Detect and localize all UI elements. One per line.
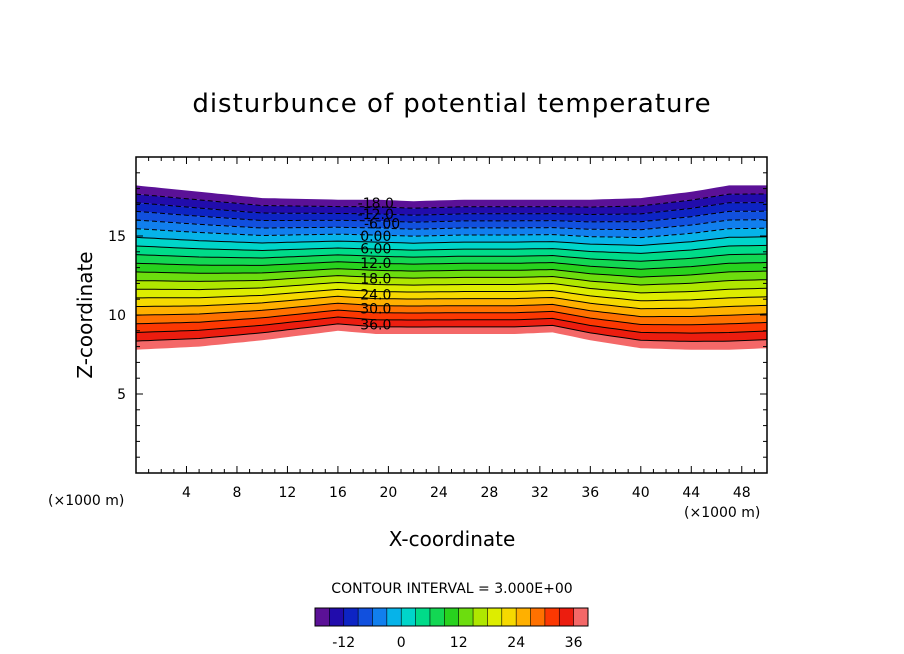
colorbar-swatch (315, 608, 330, 626)
colorbar-swatch (343, 608, 359, 626)
colorbar-swatch (473, 608, 488, 626)
y-axis-label: Z-coordinate (73, 251, 97, 378)
contour-line (136, 295, 768, 310)
colorbar-label: 12 (450, 635, 468, 651)
x-tick-label: 28 (480, 485, 498, 501)
contour-band (136, 268, 767, 285)
contour-label: 36.0 (360, 318, 391, 334)
contour-band (136, 289, 767, 309)
colorbar-swatch (530, 608, 546, 626)
contour-line (136, 288, 768, 302)
colorbar-frame (314, 607, 589, 627)
x-axis-unit-left: (×1000 m) (48, 493, 124, 509)
x-tick-label: 24 (430, 485, 448, 501)
contour-line (135, 244, 768, 254)
contour-band (136, 303, 767, 325)
contour-band (136, 194, 767, 216)
colorbar-swatch (573, 608, 589, 626)
colorbar: -12 0 12 24 36 (314, 607, 589, 651)
contour-line-negative (135, 202, 767, 216)
contour-labels: -18.0-12.0-6.000.006.0012.018.024.030.03… (358, 196, 401, 334)
contour-band (136, 261, 767, 278)
colorbar-label: 0 (397, 635, 406, 651)
x-tick-label: 40 (632, 485, 650, 501)
chart-title: disturbunce of potential temperature (192, 89, 711, 119)
colorbar-swatch (444, 608, 459, 626)
contour-label: 18.0 (360, 272, 391, 288)
x-axis-unit-right: (×1000 m) (684, 505, 760, 521)
x-axis-label: X-coordinate (389, 527, 516, 551)
contour-label: 24.0 (360, 288, 391, 304)
contour-line-negative (135, 219, 768, 231)
colorbar-swatch (372, 608, 388, 626)
contour-band (136, 211, 767, 230)
colorbar-swatch (329, 608, 345, 626)
colorbar-swatch (501, 608, 517, 626)
contour-label: -6.00 (364, 216, 400, 232)
x-tick-label: 44 (682, 485, 700, 501)
contour-lines (135, 193, 768, 342)
contour-line (135, 316, 768, 334)
contour-label: -18.0 (358, 196, 394, 212)
colorbar-swatch (386, 608, 402, 626)
contour-line-negative (135, 193, 767, 209)
contour-label: 30.0 (360, 302, 391, 318)
colorbar-label: -12 (332, 635, 355, 651)
colorbar-swatch (544, 608, 560, 626)
colorbar-swatch (415, 608, 431, 626)
x-tick-label: 32 (531, 485, 549, 501)
y-tick-label: 5 (117, 387, 126, 403)
x-tick-label: 8 (232, 485, 241, 501)
x-tick-label: 36 (581, 485, 599, 501)
contour-band (136, 323, 767, 350)
contour-line (135, 236, 768, 247)
contour-band (136, 185, 767, 209)
colorbar-swatch (559, 608, 574, 626)
contour-interval: CONTOUR INTERVAL = 3.000E+00 (331, 581, 572, 597)
contour-label: 0.00 (360, 229, 391, 245)
contour-line (135, 261, 768, 270)
contour-line (135, 323, 768, 342)
contour-line (135, 302, 768, 318)
x-tick-label: 16 (329, 485, 347, 501)
contour-line (135, 309, 768, 326)
x-tick-label: 20 (379, 485, 397, 501)
contour-line (135, 268, 768, 278)
colorbar-swatch (458, 608, 474, 626)
contour-label: 6.00 (360, 242, 391, 258)
colorbar-swatch (429, 608, 445, 626)
colorbar-swatch (516, 608, 531, 626)
colorbar-swatch (487, 608, 503, 626)
y-tick-label: 10 (108, 308, 126, 324)
contour-line (135, 253, 768, 262)
x-tick-label: 12 (279, 485, 297, 501)
contour-band (136, 296, 767, 317)
contour-line-negative (135, 210, 768, 223)
colorbar-swatch (358, 608, 373, 626)
colorbar-label: 24 (507, 635, 525, 651)
contour-band (136, 310, 767, 334)
contour-band (136, 228, 767, 246)
contour-label: -12.0 (358, 207, 394, 223)
contour-label: 12.0 (360, 256, 391, 272)
contour-band (136, 202, 767, 223)
colorbar-label: 36 (565, 635, 583, 651)
contour-line-negative (135, 227, 767, 239)
y-tick-label: 15 (108, 229, 126, 245)
contour-band (136, 245, 767, 262)
contour-band (136, 254, 767, 270)
contour-line (135, 281, 768, 294)
contour-line (135, 275, 768, 286)
x-tick-label: 48 (733, 485, 751, 501)
x-tick-label: 4 (182, 485, 191, 501)
colorbar-swatch (401, 608, 416, 626)
